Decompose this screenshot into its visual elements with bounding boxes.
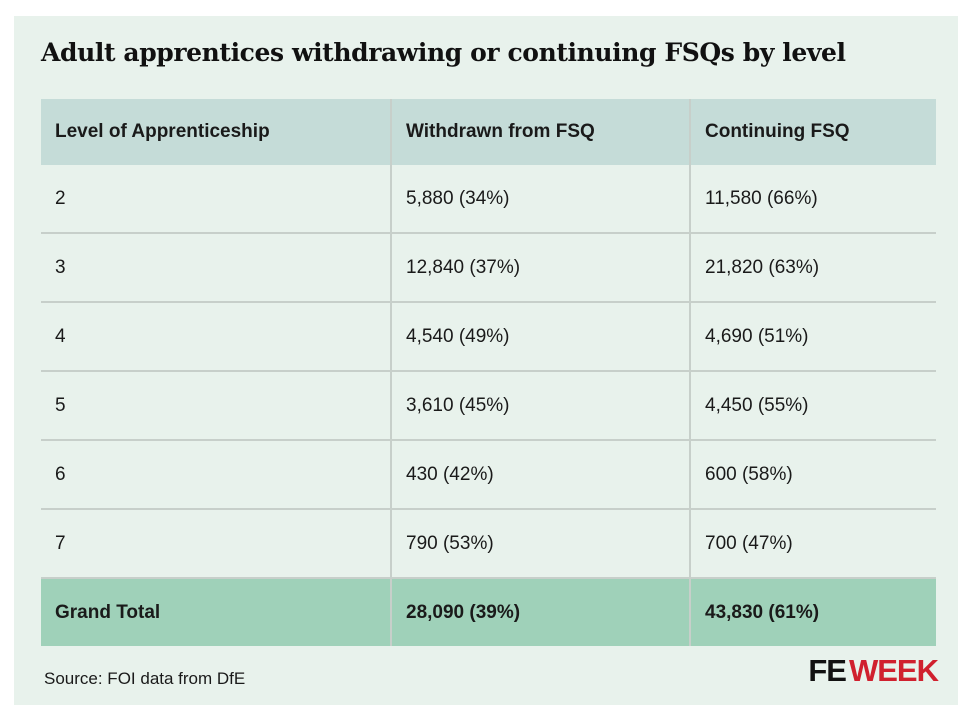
table-row: 2 5,880 (34%) 11,580 (66%)	[41, 165, 936, 233]
total-withdrawn-cell: 28,090 (39%)	[390, 577, 690, 646]
withdrawn-cell: 12,840 (37%)	[390, 232, 690, 302]
table-row: 3 12,840 (37%) 21,820 (63%)	[41, 232, 936, 302]
table-row: 5 3,610 (45%) 4,450 (55%)	[41, 370, 936, 440]
level-cell: 5	[41, 370, 391, 440]
continuing-cell: 700 (47%)	[689, 508, 936, 578]
continuing-cell: 600 (58%)	[689, 439, 936, 509]
level-cell: 4	[41, 301, 391, 371]
logo-fe-text: FE	[808, 653, 847, 688]
withdrawn-cell: 430 (42%)	[390, 439, 690, 509]
chart-card: Adult apprentices withdrawing or continu…	[14, 16, 958, 705]
withdrawn-cell: 4,540 (49%)	[390, 301, 690, 371]
data-table: Level of Apprenticeship Withdrawn from F…	[41, 99, 936, 646]
continuing-cell: 11,580 (66%)	[689, 165, 936, 233]
total-row: Grand Total 28,090 (39%) 43,830 (61%)	[41, 577, 936, 646]
table-row: 6 430 (42%) 600 (58%)	[41, 439, 936, 509]
column-header-withdrawn: Withdrawn from FSQ	[390, 99, 690, 165]
continuing-cell: 4,690 (51%)	[689, 301, 936, 371]
chart-title: Adult apprentices withdrawing or continu…	[41, 38, 846, 67]
level-cell: 6	[41, 439, 391, 509]
withdrawn-cell: 790 (53%)	[390, 508, 690, 578]
level-cell: 2	[55, 187, 66, 209]
total-label-cell: Grand Total	[41, 577, 391, 646]
table-row: 4 4,540 (49%) 4,690 (51%)	[41, 301, 936, 371]
level-cell: 7	[41, 508, 391, 578]
total-continuing-cell: 43,830 (61%)	[689, 577, 936, 646]
continuing-cell: 4,450 (55%)	[689, 370, 936, 440]
column-header-continuing: Continuing FSQ	[689, 99, 936, 165]
column-header-level: Level of Apprenticeship	[41, 99, 391, 165]
fe-week-logo: FEWEEK	[808, 653, 939, 689]
level-cell: 3	[41, 232, 391, 302]
continuing-cell: 21,820 (63%)	[689, 232, 936, 302]
header-row: Level of Apprenticeship Withdrawn from F…	[41, 99, 936, 165]
withdrawn-cell: 5,880 (34%)	[390, 165, 690, 233]
logo-week-text: WEEK	[849, 653, 939, 688]
table-row: 7 790 (53%) 700 (47%)	[41, 508, 936, 578]
source-note: Source: FOI data from DfE	[44, 669, 246, 688]
withdrawn-cell: 3,610 (45%)	[390, 370, 690, 440]
